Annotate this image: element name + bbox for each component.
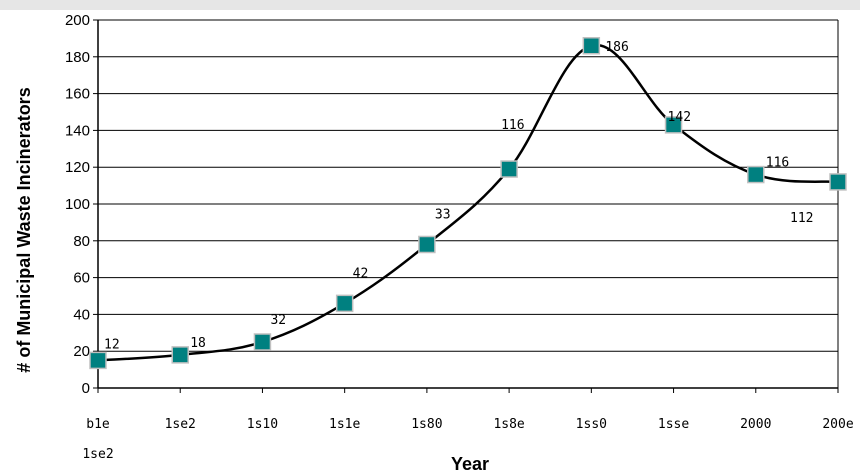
data-point-8 — [747, 165, 765, 184]
data-label-9: 112 — [790, 211, 813, 226]
data-labels: 12 18 32 42 33 116 186 142 116 112 — [104, 40, 813, 353]
data-point-1 — [171, 346, 189, 364]
x-tick-4: 1s80 — [411, 417, 442, 432]
data-point-4 — [418, 235, 436, 254]
data-label-7: 142 — [668, 110, 691, 125]
data-point-7 — [664, 116, 683, 134]
x-tick-3: 1s1e — [329, 417, 360, 432]
y-tick-200: 200 — [65, 12, 90, 29]
x-tick-9: 200e — [822, 417, 853, 432]
top-band — [0, 0, 860, 10]
x-tick-labels: b1e 1se2 1se2 1s10 1s1e 1s80 1s8e 1ss0 1sse 2000 2… — [82, 388, 854, 462]
data-point-3 — [335, 294, 354, 313]
y-tick-180: 180 — [65, 49, 90, 66]
data-point-0 — [89, 351, 107, 370]
x-tick-8: 2000 — [740, 417, 771, 432]
y-tick-140: 140 — [65, 122, 90, 139]
series-line — [97, 43, 839, 362]
y-tick-60: 60 — [73, 270, 90, 287]
x-tick-2: 1s10 — [247, 417, 278, 432]
y-tick-20: 20 — [73, 343, 90, 360]
y-tick-0: 0 — [82, 380, 90, 397]
y-tick-40: 40 — [73, 306, 90, 323]
axes — [97, 20, 839, 389]
x-axis-title: Year — [451, 454, 489, 474]
y-tick-160: 160 — [65, 86, 90, 103]
x-tick-5: 1s8e — [493, 417, 524, 432]
x-tick-1: 1se2 — [165, 417, 196, 432]
data-point-5 — [500, 160, 518, 178]
y-tick-100: 100 — [65, 196, 90, 213]
data-markers — [89, 37, 847, 370]
gridlines — [93, 19, 838, 389]
y-tick-80: 80 — [73, 233, 90, 250]
data-label-4: 33 — [435, 207, 451, 222]
data-label-5: 116 — [501, 118, 524, 133]
data-point-6 — [582, 37, 601, 55]
x-tick-0: b1e — [86, 417, 110, 432]
x-tick-0-line2: 1se2 — [82, 447, 113, 462]
data-point-2 — [253, 333, 272, 351]
data-label-3: 42 — [353, 266, 369, 281]
data-label-6: 186 — [605, 40, 628, 55]
data-label-8: 116 — [766, 156, 789, 171]
y-axis-title: # of Municipal Waste Incinerators — [14, 87, 34, 372]
data-point-9 — [829, 173, 847, 191]
x-tick-7: 1sse — [658, 417, 689, 432]
data-label-0: 12 — [104, 337, 120, 352]
y-tick-120: 120 — [65, 159, 90, 176]
y-tick-labels: 0 20 40 60 80 100 120 140 160 180 200 — [65, 12, 90, 397]
data-label-2: 32 — [270, 313, 286, 328]
data-label-1: 18 — [190, 336, 206, 351]
x-tick-6: 1ss0 — [576, 417, 607, 432]
